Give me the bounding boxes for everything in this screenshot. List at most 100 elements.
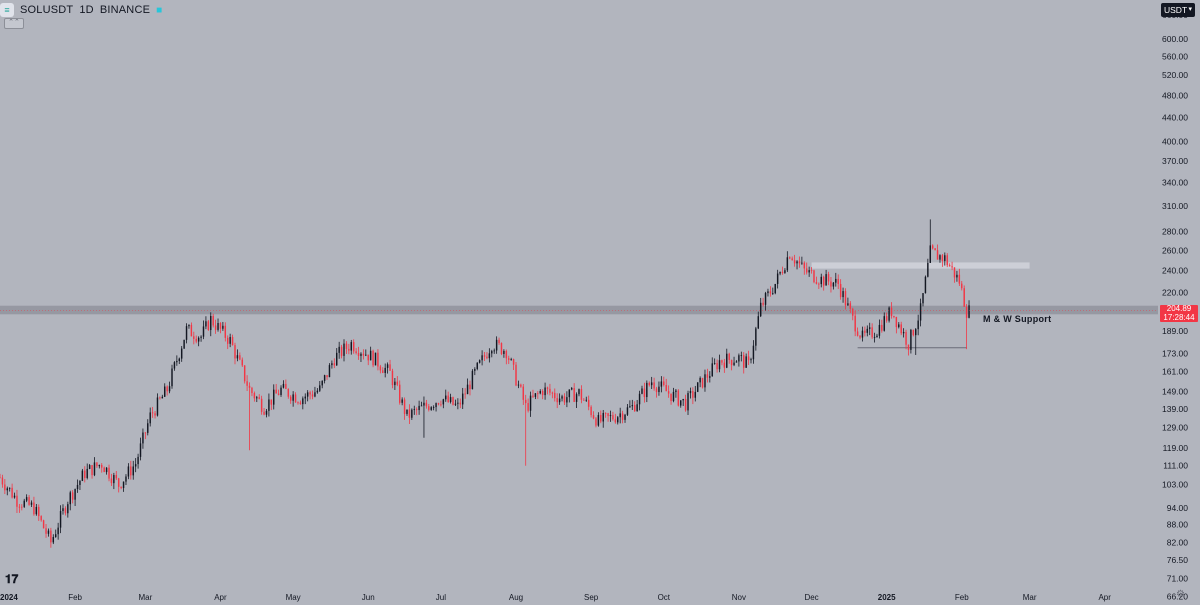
candle-body: [64, 508, 67, 514]
candle-body: [796, 261, 798, 264]
candle-body: [176, 360, 178, 363]
candle-body: [728, 353, 730, 360]
y-tick-label: 260.00: [1162, 245, 1188, 255]
candle-body: [944, 255, 946, 261]
candle-body: [280, 387, 282, 395]
candle-body: [551, 392, 554, 394]
candle-body: [958, 274, 961, 284]
candle-body: [13, 495, 16, 498]
candle-body: [835, 278, 837, 283]
candle-body: [665, 385, 667, 392]
candle-body: [401, 399, 403, 403]
candle-body: [919, 303, 922, 321]
candle-body: [367, 354, 369, 361]
y-tick-label: 71.00: [1167, 574, 1189, 584]
candle-body: [580, 389, 583, 400]
candle-body: [704, 374, 706, 388]
candle-body: [297, 402, 299, 404]
symbol-label[interactable]: SOLUSDT: [20, 4, 74, 16]
candle-body: [784, 270, 786, 273]
candle-body: [617, 417, 619, 423]
tradingview-logo-icon[interactable]: 𝟏𝟕: [5, 572, 19, 586]
candle-body: [98, 464, 101, 467]
y-tick-label: 520.00: [1162, 70, 1188, 80]
candle-body: [11, 487, 13, 498]
candle-body: [650, 382, 653, 386]
candle-body: [86, 468, 88, 478]
candle-body: [672, 391, 675, 402]
candle-body: [878, 324, 881, 336]
candle-body: [747, 356, 750, 361]
candle-body: [459, 402, 462, 405]
candle-body: [471, 370, 474, 390]
candle-body: [776, 273, 779, 284]
candle-body: [856, 331, 859, 336]
candle-body: [847, 303, 849, 306]
candle-body: [602, 412, 604, 422]
candle-body: [849, 303, 852, 309]
candle-body: [721, 360, 723, 363]
candle-body: [907, 344, 910, 350]
x-tick-label: Feb: [68, 593, 82, 602]
candle-body: [818, 283, 820, 285]
candle-body: [260, 398, 263, 412]
candle-body: [558, 398, 561, 403]
candle-body: [205, 321, 207, 327]
candle-body: [420, 405, 423, 407]
candle-body: [147, 423, 149, 433]
candle-body: [180, 348, 183, 359]
candle-body: [277, 393, 280, 395]
candle-body: [268, 399, 270, 411]
candle-body: [229, 337, 231, 344]
candle-body: [125, 476, 127, 482]
candle-body: [403, 399, 406, 414]
y-tick-label: 280.00: [1162, 227, 1188, 237]
collapse-legend-button[interactable]: ⌃⌃: [4, 18, 24, 29]
y-tick-label: 88.00: [1167, 519, 1189, 529]
candle-body: [871, 327, 873, 338]
candle-body: [21, 506, 23, 508]
candle-body: [343, 343, 345, 356]
y-tick-label: 82.00: [1167, 537, 1189, 547]
candle-body: [115, 475, 118, 479]
candle-body: [864, 330, 866, 333]
candle-body: [304, 396, 306, 399]
candle-body: [934, 248, 936, 251]
candle-body: [820, 276, 822, 285]
candle-body: [483, 355, 486, 357]
candle-body: [895, 316, 898, 328]
candle-body: [399, 384, 401, 403]
candle-body: [638, 393, 641, 405]
candle-body: [774, 283, 776, 294]
candle-body: [461, 393, 464, 405]
settings-gear-icon[interactable]: ⚙: [1176, 589, 1185, 600]
candle-body: [500, 343, 503, 355]
candle-body: [917, 320, 919, 330]
y-tick-label: 66.20: [1167, 591, 1189, 601]
candle-body: [873, 337, 876, 338]
candle-body: [464, 393, 466, 395]
candle-body: [915, 329, 917, 336]
currency-button[interactable]: USDT ▾: [1161, 3, 1195, 17]
candle-body: [323, 375, 326, 381]
x-tick-label: Sep: [584, 593, 599, 602]
candle-body: [171, 368, 173, 387]
candle-body: [355, 351, 357, 353]
y-tick-label: 440.00: [1162, 112, 1188, 122]
candle-body: [522, 386, 525, 400]
interval-label[interactable]: 1D: [79, 4, 94, 16]
candle-body: [505, 350, 508, 359]
candle-body: [730, 359, 733, 366]
candle-body: [684, 398, 687, 411]
candle-body: [910, 329, 912, 350]
x-tick-label: Apr: [214, 593, 227, 602]
candle-body: [612, 415, 614, 420]
candle-body: [54, 534, 57, 538]
candle-body: [185, 326, 188, 340]
candle-body: [265, 410, 268, 415]
candle-body: [476, 362, 478, 369]
candle-body: [743, 355, 745, 368]
m-w-support-label[interactable]: M & W Support: [983, 314, 1052, 324]
